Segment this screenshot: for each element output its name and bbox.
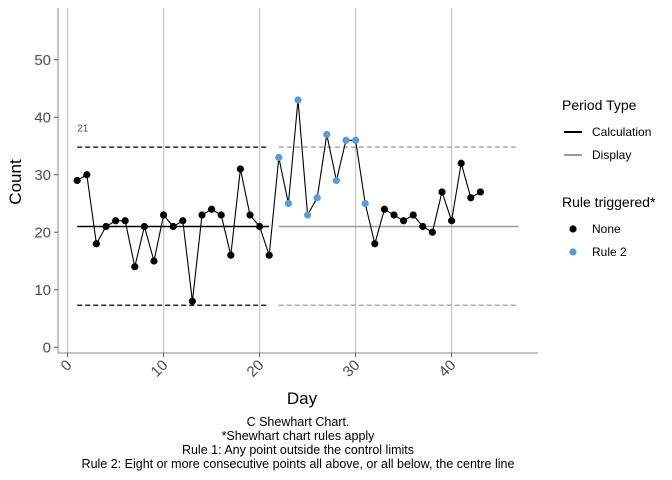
- y-tick-label-30: 30: [34, 167, 51, 184]
- data-point-day-27: [323, 130, 331, 139]
- grid-layer: [66, 8, 453, 353]
- data-point-day-20: [256, 222, 264, 231]
- data-point-day-24: [294, 96, 302, 104]
- data-point-day-14: [198, 211, 206, 219]
- data-point-day-19: [246, 211, 254, 219]
- data-point-day-5: [112, 217, 120, 225]
- data-point-day-32: [371, 240, 379, 248]
- x-tick-label-40: 40: [436, 357, 460, 381]
- data-point-day-17: [227, 251, 235, 259]
- legend-label-display: Display: [592, 148, 631, 162]
- data-point-day-18: [236, 165, 244, 173]
- data-point-day-22: [275, 153, 283, 162]
- caption-line-1: C Shewhart Chart.: [247, 415, 350, 429]
- data-point-day-12: [179, 217, 187, 225]
- x-tick-label-30: 30: [340, 357, 364, 381]
- data-point-day-16: [217, 211, 225, 219]
- data-point-day-35: [400, 217, 408, 225]
- data-point-day-30: [352, 136, 360, 144]
- data-point-day-42: [467, 194, 475, 202]
- y-tick-label-40: 40: [34, 109, 51, 126]
- data-point-day-29: [342, 136, 350, 144]
- data-point-day-3: [92, 240, 100, 248]
- data-point-day-7: [131, 263, 139, 271]
- legend-title-rule-triggered: Rule triggered*: [562, 194, 656, 210]
- calculation-end-annotation: 21: [77, 124, 89, 135]
- series-line: [76, 99, 481, 302]
- data-point-day-40: [448, 217, 456, 225]
- y-tick-label-10: 10: [34, 282, 51, 299]
- caption-line-4: Rule 2: Eight or more consecutive points…: [82, 457, 515, 471]
- legend-label-calculation: Calculation: [592, 125, 651, 139]
- data-point-day-10: [160, 211, 168, 219]
- legend: Period Type Calculation Display Rule tri…: [562, 97, 656, 259]
- x-tick-label-10: 10: [148, 357, 172, 381]
- data-point-day-26: [313, 194, 321, 202]
- data-point-day-1: [73, 176, 81, 185]
- caption-line-2: *Shewhart chart rules apply: [222, 429, 376, 443]
- axes-layer: 0 10 20 30 40 50 0 10 20 30 40: [34, 8, 538, 381]
- y-tick-label-20: 20: [34, 224, 51, 241]
- x-tick-label-0: 0: [58, 357, 76, 375]
- data-point-day-9: [150, 257, 158, 265]
- caption-line-3: Rule 1: Any point outside the control li…: [182, 443, 414, 457]
- data-point-day-2: [83, 171, 91, 179]
- legend-key-rule-2: [569, 248, 577, 256]
- data-point-day-25: [304, 211, 312, 219]
- series-layer: [76, 99, 481, 302]
- data-point-day-41: [457, 159, 465, 167]
- points-layer: [73, 96, 484, 305]
- data-point-day-31: [361, 199, 369, 208]
- caption: C Shewhart Chart. *Shewhart chart rules …: [82, 415, 515, 471]
- legend-label-none: None: [592, 222, 621, 236]
- data-point-day-33: [380, 205, 388, 213]
- data-point-day-38: [428, 228, 436, 236]
- data-point-day-8: [140, 222, 148, 231]
- legend-key-none: [569, 225, 577, 233]
- data-point-day-36: [409, 211, 417, 219]
- data-point-day-13: [188, 297, 196, 305]
- data-point-day-23: [284, 199, 292, 208]
- data-point-day-6: [121, 217, 129, 225]
- data-point-day-28: [332, 176, 340, 185]
- y-tick-label-50: 50: [34, 52, 51, 69]
- x-tick-label-20: 20: [244, 357, 268, 381]
- y-tick-label-0: 0: [43, 339, 51, 356]
- data-point-day-34: [390, 211, 398, 219]
- data-point-day-21: [265, 251, 273, 259]
- y-axis-title: Count: [6, 159, 25, 205]
- data-point-day-4: [102, 222, 110, 231]
- data-point-day-11: [169, 222, 177, 231]
- legend-title-period-type: Period Type: [562, 97, 637, 113]
- data-point-day-43: [476, 188, 484, 196]
- data-point-day-37: [419, 222, 427, 231]
- data-point-day-39: [438, 188, 446, 196]
- legend-label-rule-2: Rule 2: [592, 245, 627, 259]
- data-point-day-15: [208, 205, 216, 213]
- x-axis-title: Day: [287, 389, 318, 408]
